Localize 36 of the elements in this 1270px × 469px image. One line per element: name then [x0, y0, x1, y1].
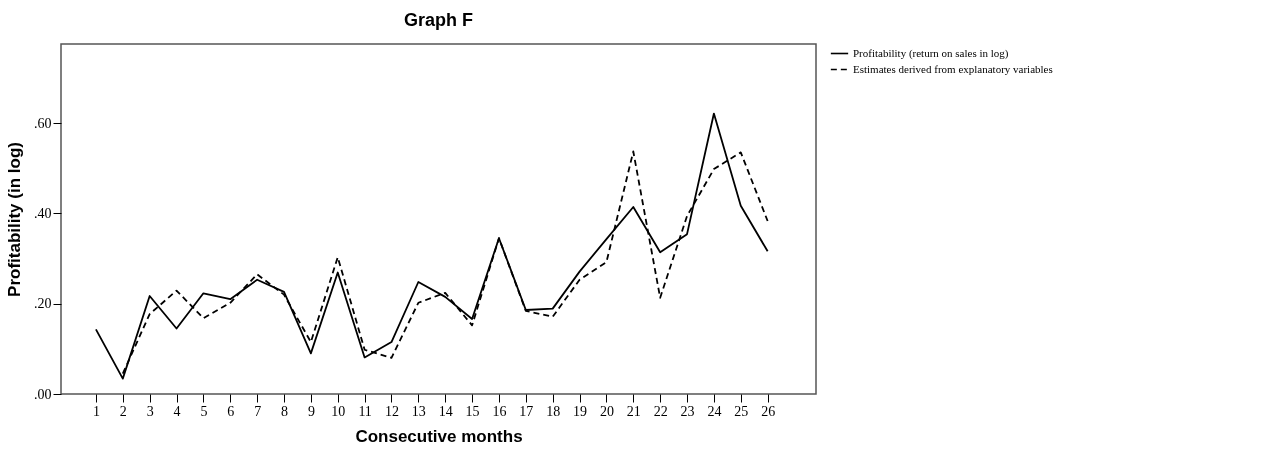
x-tick-label: 12 — [384, 403, 399, 419]
x-tick-label: 25 — [734, 403, 749, 419]
x-tick-label: 21 — [626, 403, 641, 419]
x-tick-label: 20 — [599, 403, 614, 419]
x-tick-label: 5 — [200, 403, 208, 419]
x-tick-label: 2 — [119, 403, 127, 419]
legend-label: Profitability (return on sales in log) — [853, 46, 1009, 60]
x-tick-label: 10 — [331, 403, 346, 419]
x-tick-label: 6 — [227, 403, 235, 419]
x-tick-label: 24 — [707, 403, 722, 419]
x-tick-label: 26 — [761, 403, 776, 419]
x-tick-label: 18 — [546, 403, 561, 419]
chart-title: Graph F — [403, 10, 474, 30]
x-tick-label: 17 — [519, 403, 534, 419]
x-tick-label: 15 — [465, 403, 480, 419]
x-tick-label: 22 — [653, 403, 668, 419]
x-tick-label: 4 — [173, 403, 181, 419]
x-tick-label: 3 — [146, 403, 154, 419]
x-tick-label: 16 — [492, 403, 507, 419]
x-tick-label: 13 — [411, 403, 426, 419]
x-tick-label: 14 — [438, 403, 453, 419]
x-axis-title: Consecutive months — [355, 426, 523, 446]
x-tick-label: 1 — [92, 403, 100, 419]
x-tick-label: 8 — [281, 403, 289, 419]
line-series — [95, 112, 769, 380]
x-tick-label: 9 — [307, 403, 315, 419]
y-tick-label: .40 — [34, 205, 52, 221]
x-tick-label: 19 — [573, 403, 588, 419]
legend-label: Estimates derived from explanatory variables — [853, 62, 1053, 75]
y-tick-label: .20 — [34, 296, 52, 312]
x-tick-label: 7 — [254, 403, 262, 419]
x-tick-label: 11 — [358, 403, 372, 419]
y-tick-label: .00 — [34, 386, 52, 402]
x-tick-label: 23 — [680, 403, 695, 419]
y-tick-label: .60 — [34, 115, 52, 131]
y-axis-title: Profitability (in log) — [5, 142, 24, 297]
